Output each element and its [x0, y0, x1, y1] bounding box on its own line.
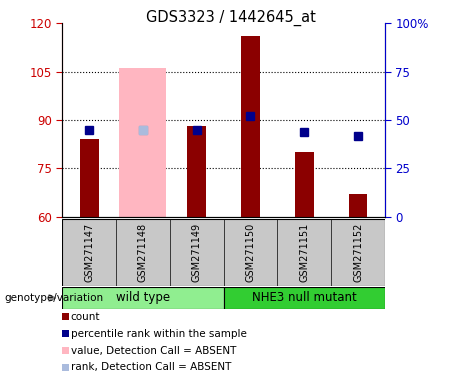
- Text: GSM271152: GSM271152: [353, 223, 363, 282]
- Text: rank, Detection Call = ABSENT: rank, Detection Call = ABSENT: [71, 362, 231, 372]
- Bar: [119, 68, 166, 217]
- Bar: [295, 152, 313, 217]
- Text: GDS3323 / 1442645_at: GDS3323 / 1442645_at: [146, 10, 315, 26]
- Bar: [349, 194, 367, 217]
- Bar: [62, 287, 224, 309]
- Bar: [224, 287, 385, 309]
- Bar: [80, 139, 99, 217]
- Text: genotype/variation: genotype/variation: [5, 293, 104, 303]
- Text: count: count: [71, 312, 100, 322]
- Text: percentile rank within the sample: percentile rank within the sample: [71, 329, 247, 339]
- Text: wild type: wild type: [116, 291, 170, 305]
- Text: GSM271147: GSM271147: [84, 223, 94, 282]
- Text: GSM271150: GSM271150: [245, 223, 255, 282]
- Text: value, Detection Call = ABSENT: value, Detection Call = ABSENT: [71, 346, 236, 356]
- Text: GSM271149: GSM271149: [192, 223, 202, 282]
- Text: NHE3 null mutant: NHE3 null mutant: [252, 291, 357, 305]
- Text: GSM271151: GSM271151: [299, 223, 309, 282]
- Text: GSM271148: GSM271148: [138, 223, 148, 282]
- Bar: [241, 36, 260, 217]
- Bar: [187, 126, 206, 217]
